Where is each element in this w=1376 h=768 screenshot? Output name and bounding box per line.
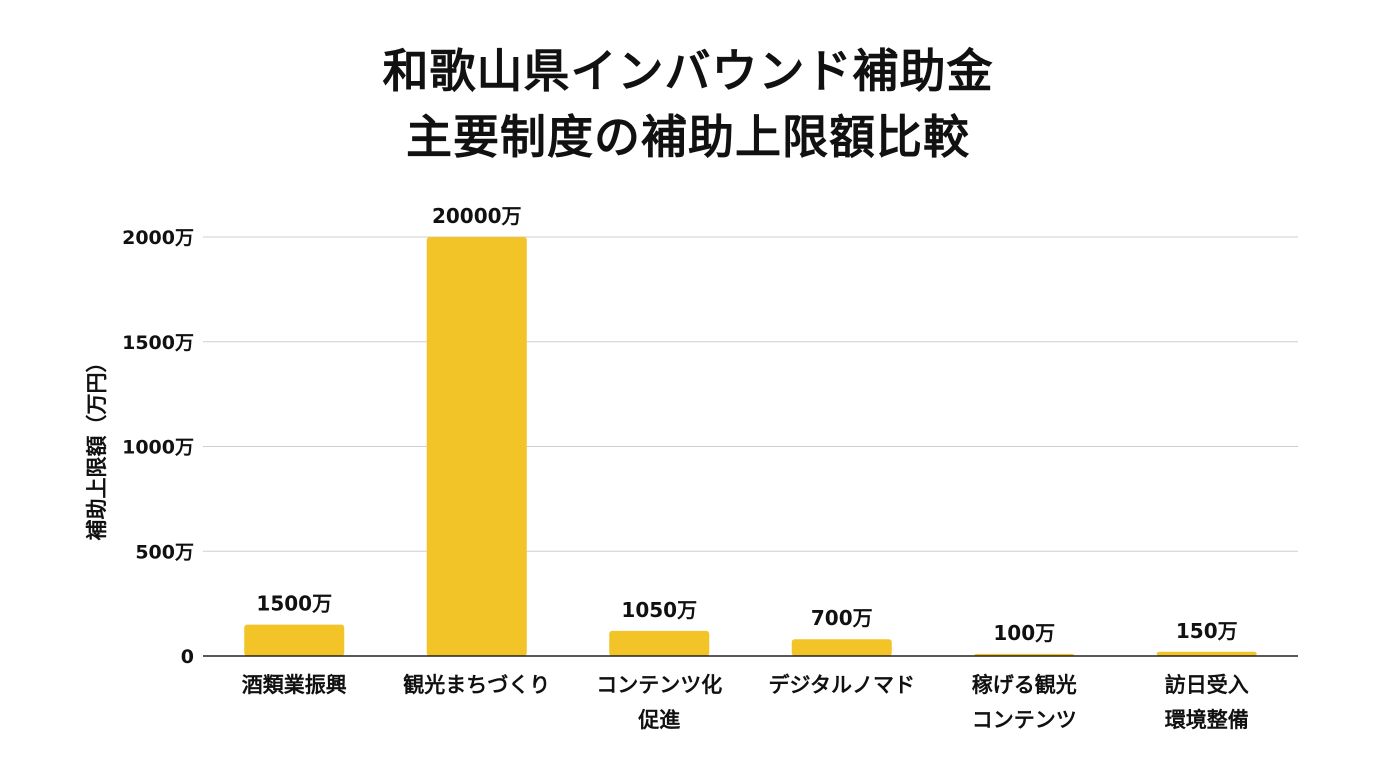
x-tick-label: 観光まちづくり: [403, 673, 550, 697]
bar: [244, 624, 345, 656]
data-label: 1500万: [256, 592, 332, 616]
y-tick-label: 500万: [135, 541, 194, 563]
data-label: 700万: [811, 606, 873, 630]
x-tick-label: 訪日受入: [1165, 673, 1249, 697]
data-label: 1050万: [621, 598, 697, 622]
chart-title-line-2: 主要制度の補助上限額比較: [406, 110, 970, 164]
x-tick-label: 酒類業振興: [242, 673, 347, 697]
data-label: 150万: [1176, 619, 1238, 643]
x-tick-label: コンテンツ化: [596, 673, 722, 697]
data-label: 100万: [993, 621, 1055, 645]
x-tick-label: 稼げる観光: [972, 673, 1077, 697]
y-tick-label: 1500万: [122, 332, 194, 354]
x-tick-label: 環境整備: [1165, 708, 1249, 732]
chart-title: 和歌山県インバウンド補助金 主要制度の補助上限額比較: [0, 38, 1376, 170]
bar: [1156, 651, 1257, 656]
x-tick-label: 促進: [637, 708, 680, 732]
bar: [426, 237, 527, 656]
x-tick-label: デジタルノマド: [768, 673, 915, 697]
y-tick-label: 0: [181, 646, 194, 668]
bar: [609, 630, 710, 656]
chart-title-line-1: 和歌山県インバウンド補助金: [382, 44, 994, 98]
x-tick-label: コンテンツ: [972, 708, 1077, 732]
y-tick-label: 2000万: [122, 227, 194, 249]
y-tick-label: 1000万: [122, 437, 194, 459]
bar: [791, 639, 892, 656]
data-label: 20000万: [432, 204, 522, 228]
